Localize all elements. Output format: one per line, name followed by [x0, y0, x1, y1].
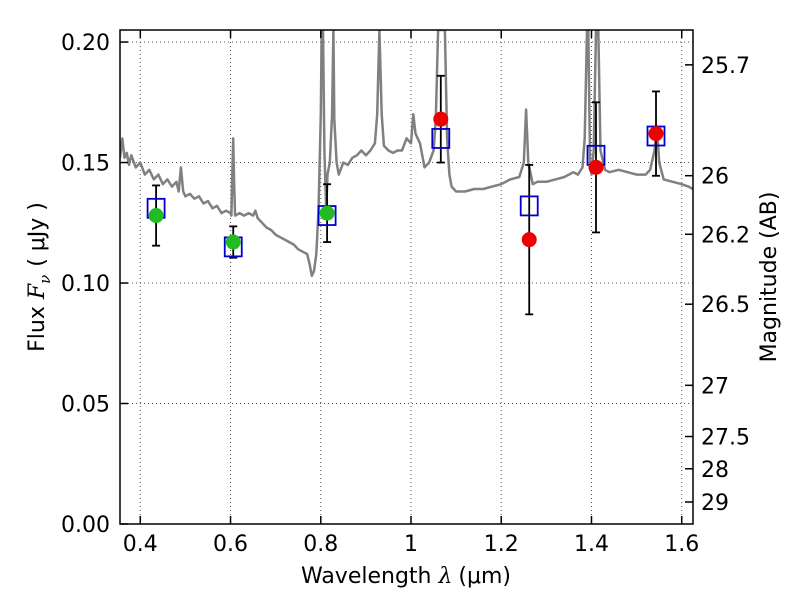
x-tick-label: 0.6 — [213, 532, 248, 557]
observed-flux-point — [588, 159, 604, 175]
model-photometry-box — [431, 128, 451, 149]
spectrum-layer — [120, 30, 693, 278]
y2-tick-label: 28 — [701, 458, 729, 483]
y-axis-label-subscript: ν — [36, 275, 54, 284]
observed-flux-point — [319, 205, 335, 221]
x-tick-label: 1.4 — [574, 532, 609, 557]
x-axis-label-unit: (μm) — [458, 564, 511, 589]
x-axis-label-prefix: Wavelength — [301, 564, 439, 589]
y-axis-label-symbol: F — [25, 283, 50, 300]
y-axis-label: Flux Fν ( μJy ) — [25, 202, 54, 352]
y-tick-label: 0.05 — [61, 393, 110, 418]
model-spectrum-line — [120, 30, 693, 278]
y-ticks: 0.00 0.05 0.10 0.15 0.20 — [61, 31, 128, 538]
y2-axis-label: Magnitude (AB) — [757, 192, 782, 363]
x-axis-label-symbol: λ — [437, 564, 452, 589]
y-tick-label: 0.15 — [61, 152, 110, 177]
y2-tick-label: 25.7 — [701, 54, 750, 79]
y-tick-label: 0.00 — [61, 513, 110, 538]
observed-flux-point — [521, 232, 537, 248]
observed-flux-point — [225, 234, 241, 250]
plot-frame — [119, 29, 694, 525]
y-axis-label-unit: ( μJy ) — [25, 202, 50, 267]
y2-tick-label: 29 — [701, 491, 729, 516]
model-photometry-box — [519, 195, 539, 217]
plot-background — [120, 30, 693, 524]
y-tick-label: 0.10 — [61, 272, 110, 297]
x-tick-label: 1 — [404, 532, 418, 557]
y-axis-label-prefix: Flux — [25, 299, 50, 352]
x-tick-label: 1.6 — [664, 532, 699, 557]
observed-flux-point — [148, 208, 164, 224]
x-tick-label: 1.2 — [484, 532, 519, 557]
y2-tick-label: 26.2 — [701, 223, 750, 248]
observed-flux-point — [648, 126, 664, 142]
y-tick-label: 0.20 — [61, 31, 110, 56]
x-tick-label: 0.4 — [123, 532, 158, 557]
y2-tick-label: 27 — [701, 374, 729, 399]
x-axis-label: Wavelength λ (μm) — [301, 564, 511, 589]
observed-point-layer — [148, 111, 664, 250]
x-ticks: 0.4 0.6 0.8 1 1.2 1.4 1.6 — [123, 30, 699, 557]
y2-tick-label: 26.5 — [701, 293, 750, 318]
y2-tick-label: 27.5 — [701, 426, 750, 451]
observed-flux-point — [433, 111, 449, 127]
x-tick-label: 0.8 — [303, 532, 338, 557]
y2-ticks: 25.7 26 26.2 26.5 27 27.5 28 29 — [685, 54, 750, 516]
y2-tick-label: 26 — [701, 165, 729, 190]
